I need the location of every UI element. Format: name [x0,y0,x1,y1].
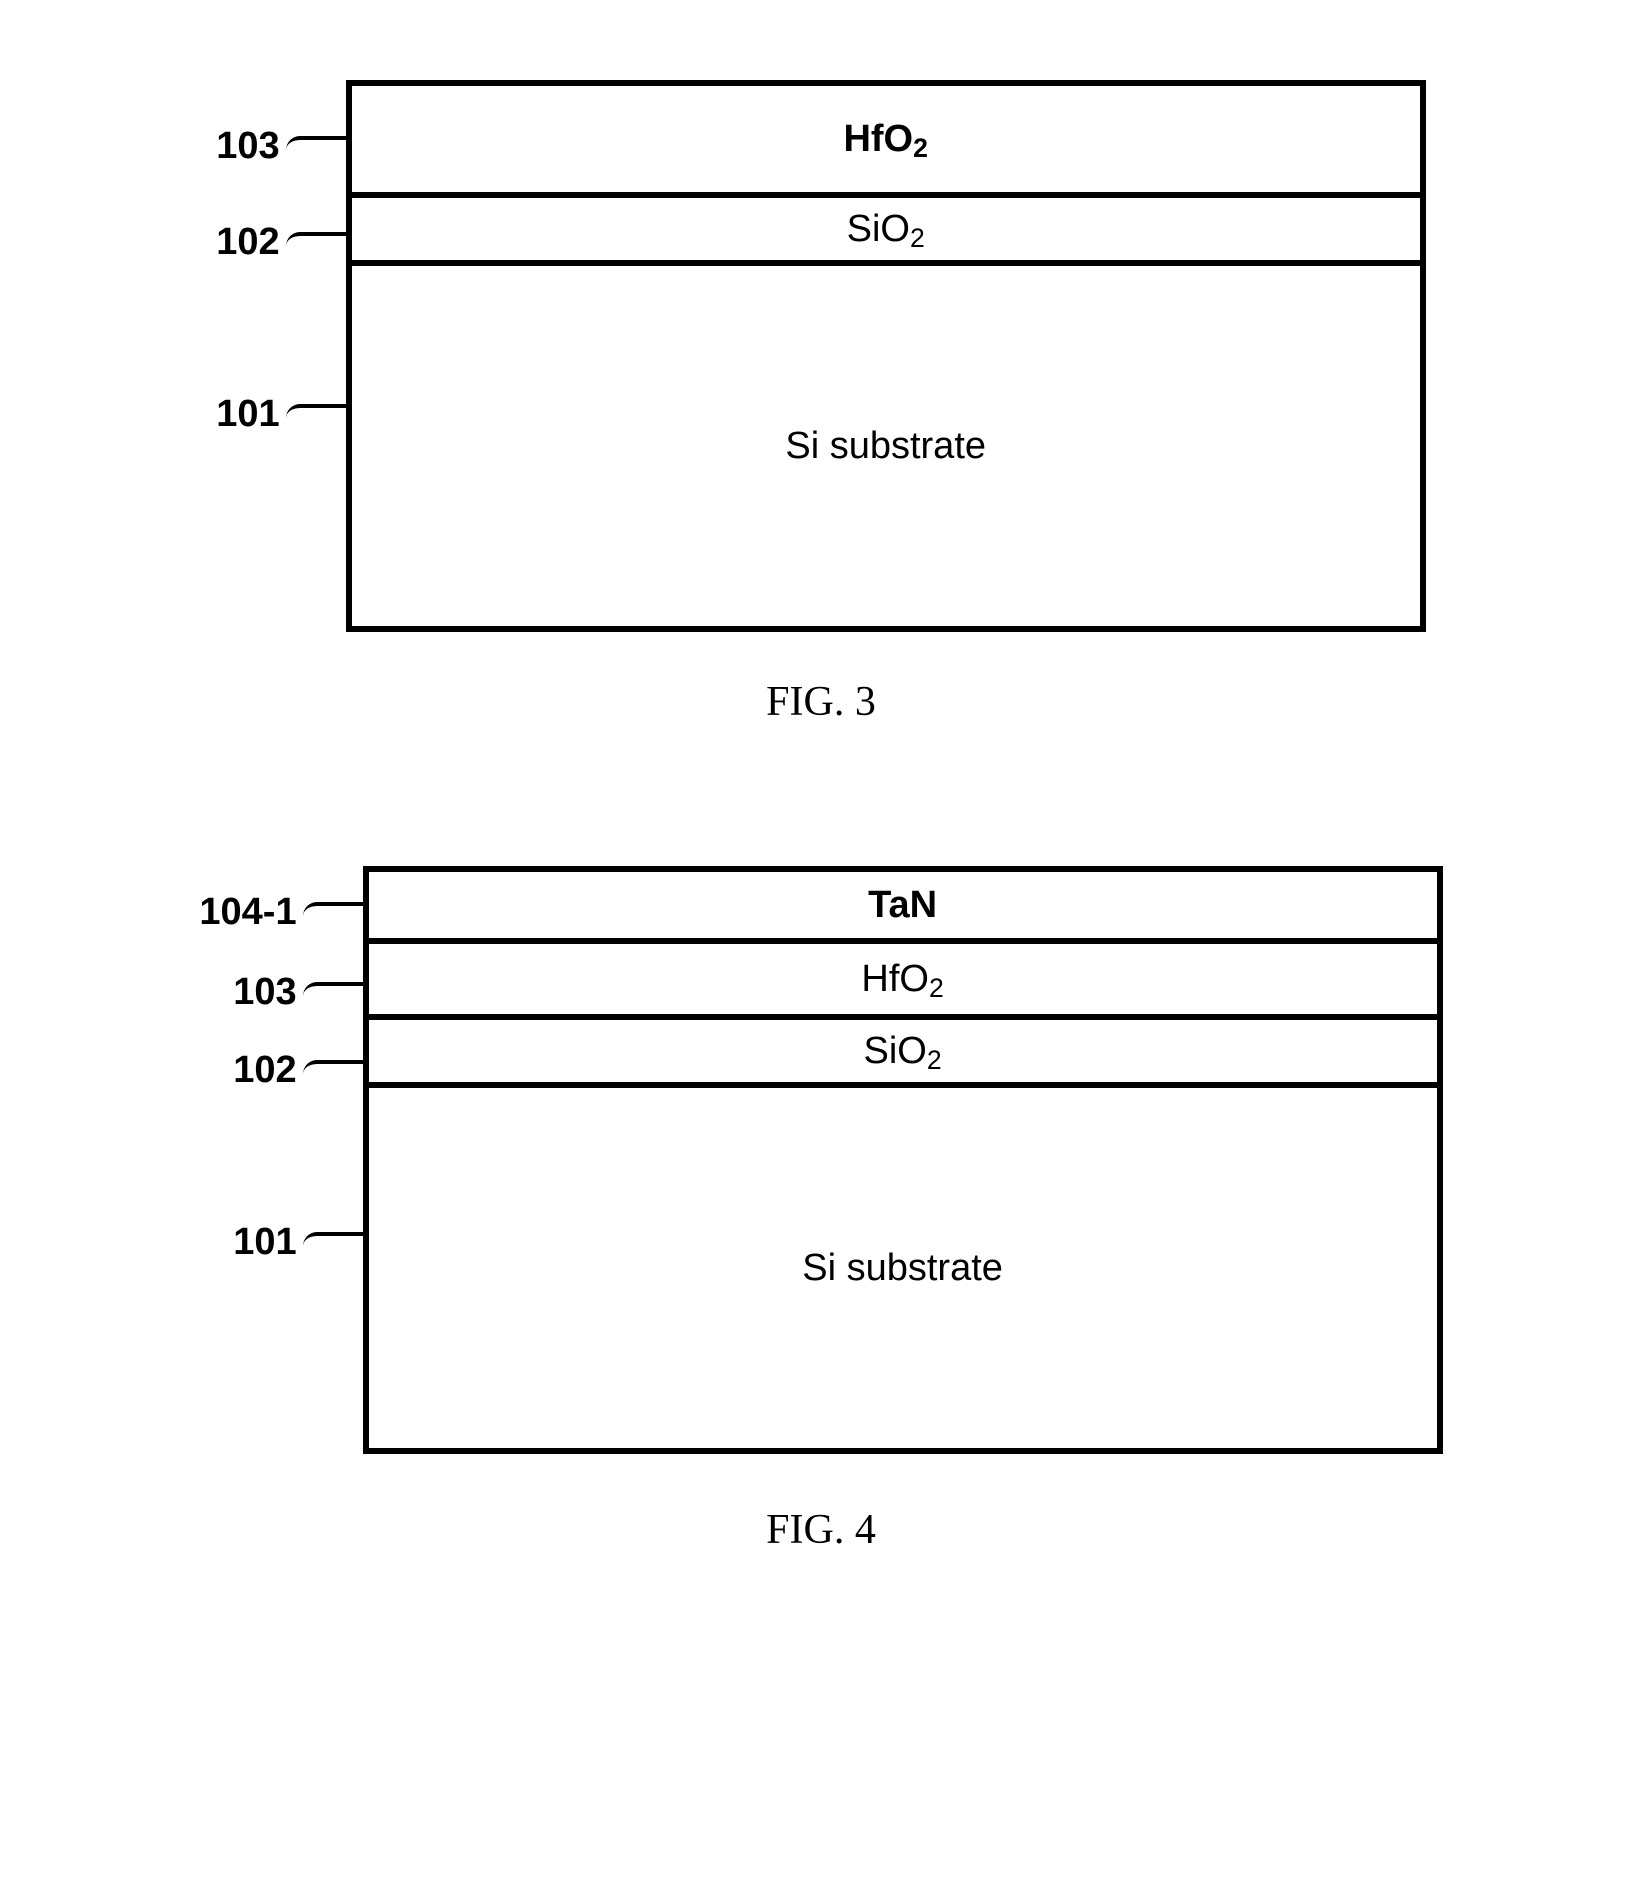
layer: HfO2 [369,944,1437,1020]
leader-line [286,232,346,260]
leader-line [303,1060,363,1088]
reference-label-row: 103 [216,86,345,204]
reference-number: 101 [233,1221,296,1264]
reference-label-row: 101 [216,278,345,638]
reference-number: 104-1 [199,891,296,934]
layer: TaN [369,872,1437,944]
layer-label: Si substrate [802,1247,1003,1290]
diagram-wrap: 103 102 101 HfO2 SiO2 Si substrate [216,80,1425,638]
layer-label: SiO2 [864,1030,942,1073]
reference-number: 103 [233,971,296,1014]
leader-line [303,902,363,930]
leader-line [303,1232,363,1260]
labels-column: 103 102 101 [216,80,345,638]
reference-number: 102 [216,221,279,264]
reference-number: 102 [233,1049,296,1092]
reference-label-row: 102 [233,1032,362,1106]
layer-label: Si substrate [785,425,986,468]
layer-stack: HfO2 SiO2 Si substrate [346,80,1426,632]
figure-caption: FIG. 4 [766,1506,876,1554]
layer-stack: TaN HfO2 SiO2 Si substrate [363,866,1443,1454]
leader-line [286,136,346,164]
figure: 104-1 103 102 101 TaN HfO2 SiO2 Si substrate FIG… [199,866,1442,1554]
figure-caption: FIG. 3 [766,678,876,726]
layer: SiO2 [352,198,1420,266]
layer: HfO2 [352,86,1420,198]
reference-number: 101 [216,393,279,436]
leader-line [286,404,346,432]
reference-label-row: 103 [233,950,362,1032]
leader-line [303,982,363,1010]
layer-label: HfO2 [843,118,927,161]
reference-number: 103 [216,125,279,168]
layer: Si substrate [369,1088,1437,1448]
diagram-wrap: 104-1 103 102 101 TaN HfO2 SiO2 Si substrate [199,866,1442,1466]
layer-label: TaN [868,884,937,927]
layer: Si substrate [352,266,1420,626]
reference-label-row: 102 [216,204,345,278]
layer-label: SiO2 [847,208,925,251]
reference-label-row: 101 [233,1106,362,1466]
labels-column: 104-1 103 102 101 [199,866,362,1466]
reference-label-row: 104-1 [199,872,362,950]
figure: 103 102 101 HfO2 SiO2 Si substrate FIG. 3 [216,80,1425,726]
layer-label: HfO2 [861,958,943,1001]
layer: SiO2 [369,1020,1437,1088]
